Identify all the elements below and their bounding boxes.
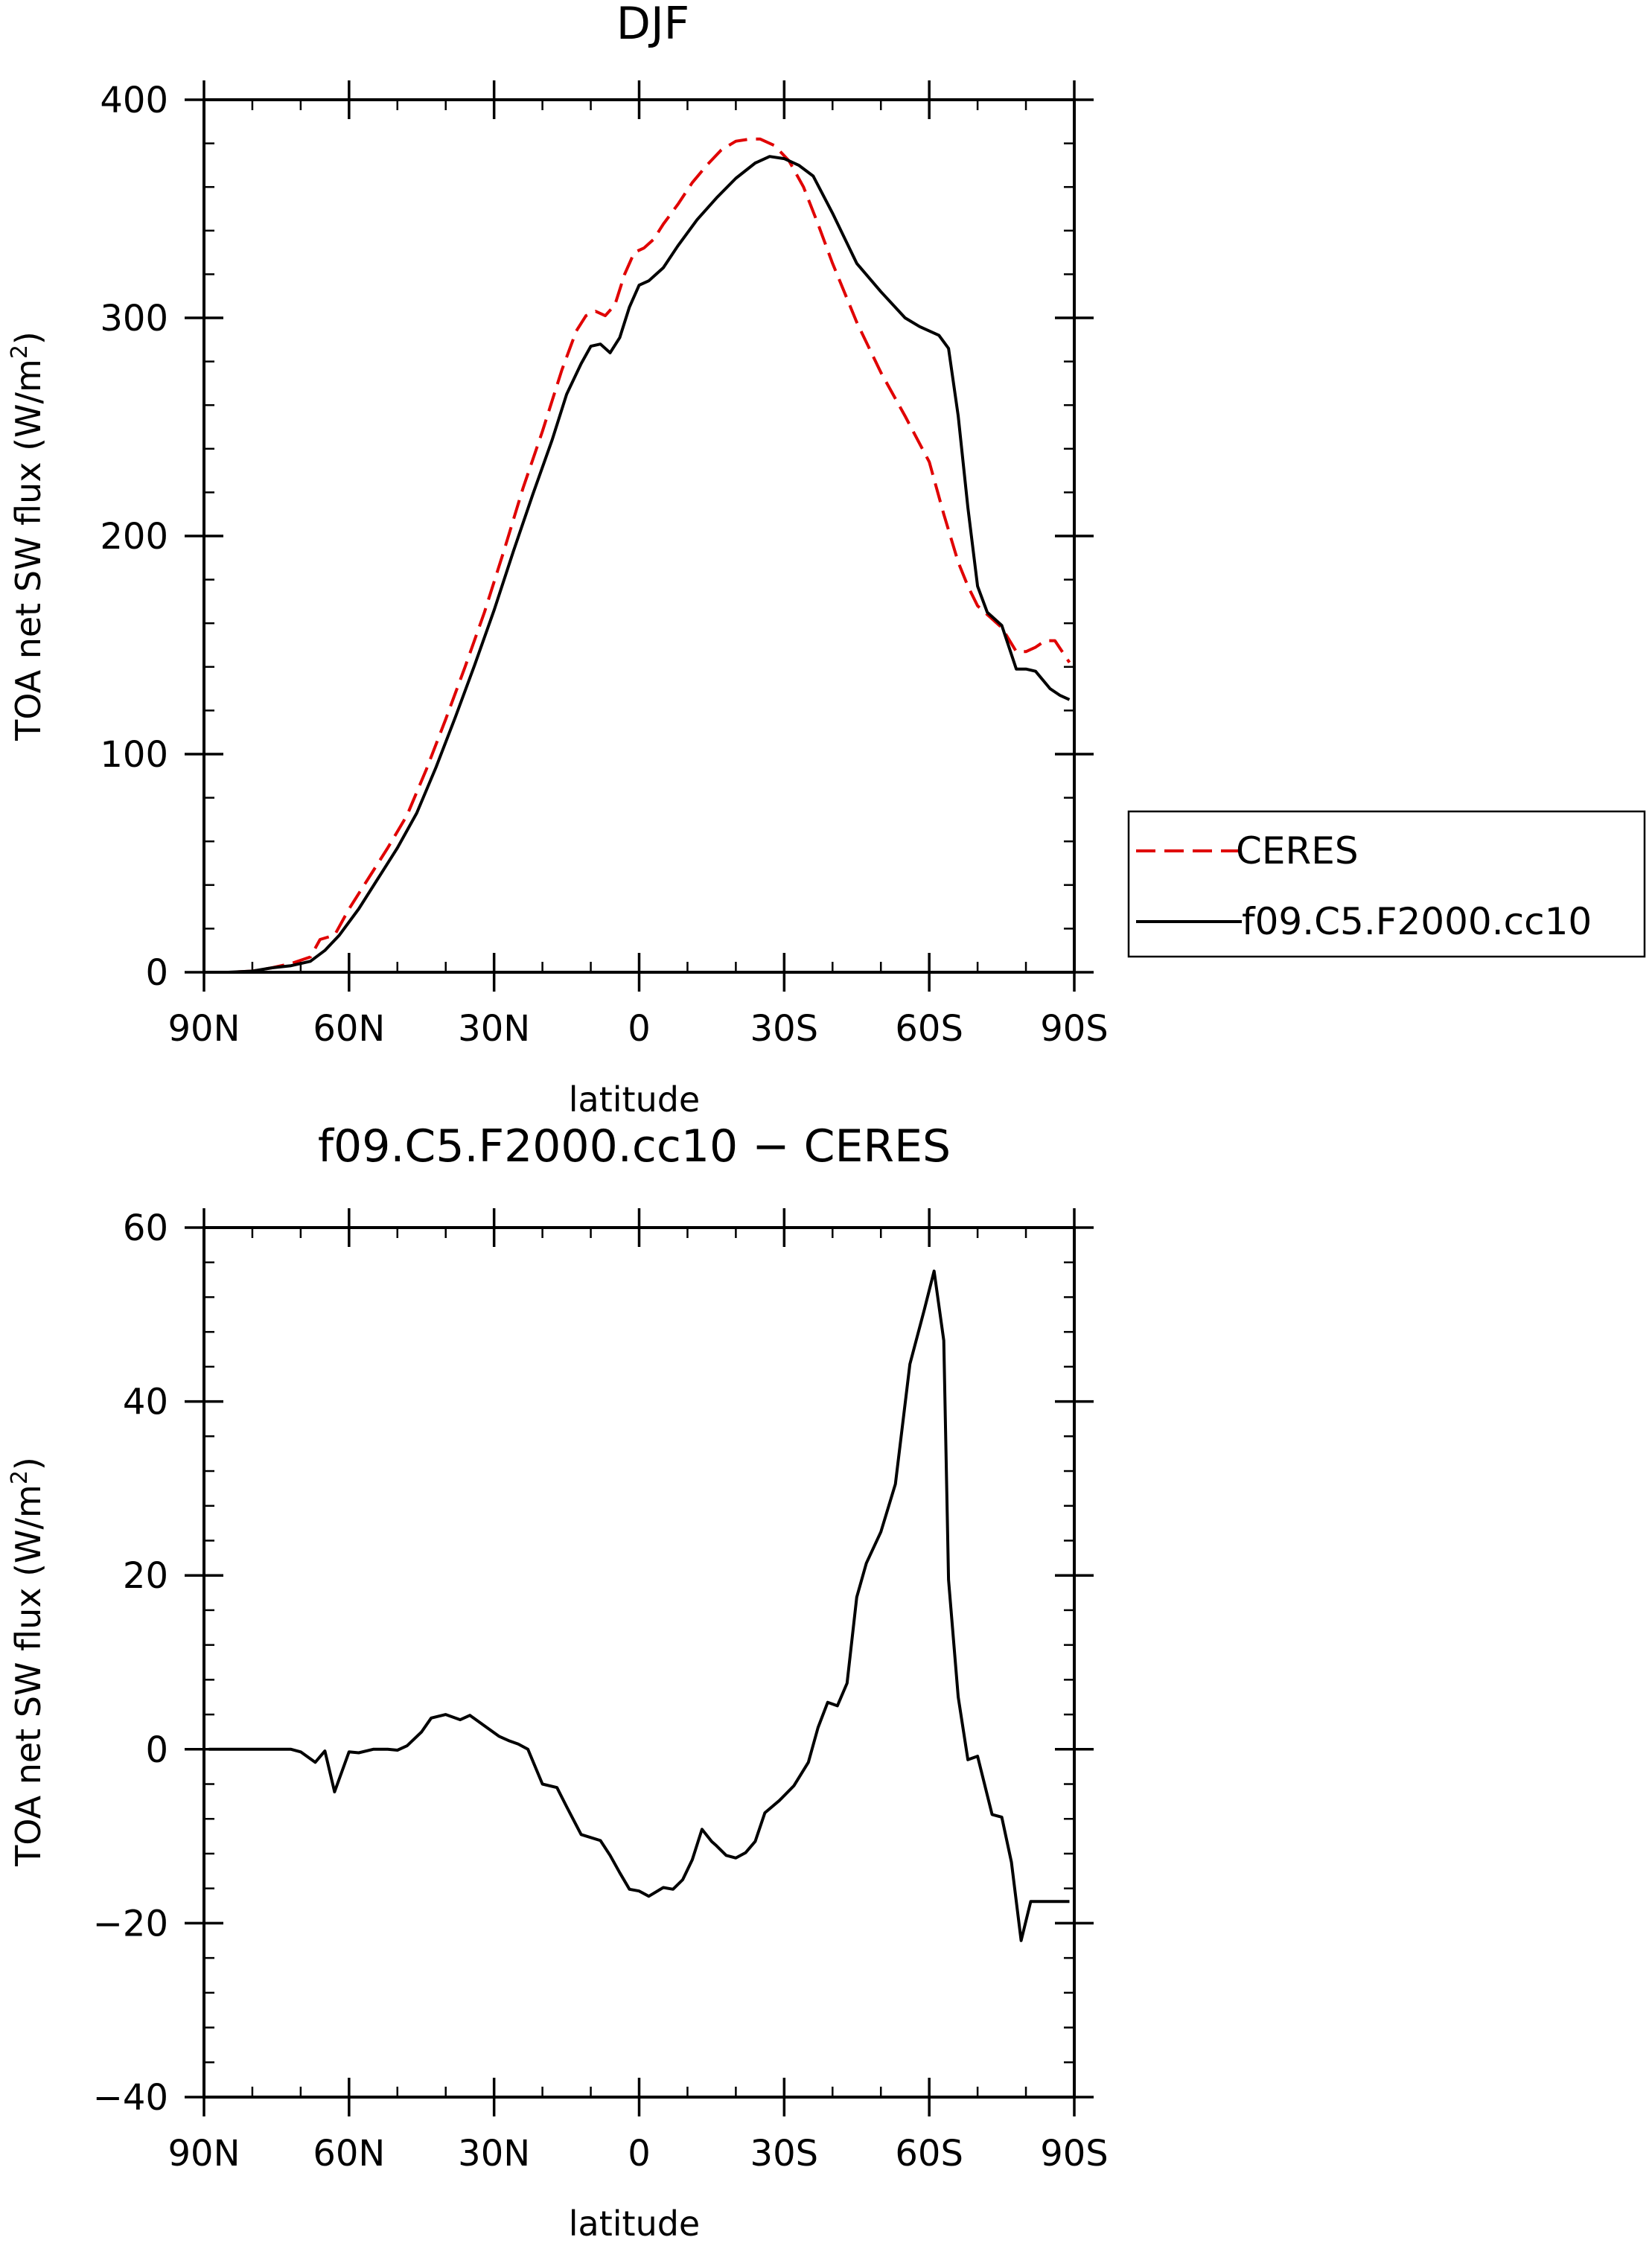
top-chart-y-axis-label-main: TOA net SW flux (W/m	[8, 359, 48, 741]
bottom-chart-x-tick-label: 30N	[458, 2133, 530, 2175]
top-chart-y-tick-label: 300	[100, 298, 168, 339]
bottom-chart-ticks: −40 −20 0 20 40 60 90N 60N 30N 0 30S 60S 90S	[93, 1207, 1109, 2175]
top-chart-x-tick-label: 90N	[168, 1008, 240, 1050]
bottom-chart-x-tick-label: 60N	[313, 2133, 385, 2175]
bottom-chart-y-tick-label: −20	[93, 1903, 168, 1944]
bottom-chart-panel: f09.C5.F2000.cc10 − CERES −40−2002040609…	[7, 1120, 1109, 2243]
top-chart-x-tick-label: 60N	[313, 1008, 385, 1050]
bottom-chart-x-tick-label: 90N	[168, 2133, 240, 2175]
top-chart-series	[208, 137, 1071, 974]
top-chart-x-tick-label: 60S	[895, 1008, 963, 1050]
bottom-chart-y-axis-label: TOA net SW flux (W/m2)	[7, 1457, 48, 1867]
top-chart-y-tick-label: 100	[100, 734, 168, 776]
bottom-chart-x-tick-label: 0	[628, 2133, 651, 2175]
legend-box	[1127, 810, 1646, 958]
top-chart-ceres-line	[208, 137, 1071, 974]
top-chart-frame	[202, 98, 1076, 974]
bottom-chart-title: f09.C5.F2000.cc10 − CERES	[318, 1120, 951, 1172]
top-chart-x-tick-label: 90S	[1040, 1008, 1109, 1050]
top-chart-x-tick-label: 30N	[458, 1008, 530, 1050]
top-chart-x-axis-label: latitude	[569, 1079, 700, 1120]
bottom-chart-minor-ticks	[204, 1228, 1074, 2097]
top-chart-legend: CERES f09.C5.F2000.cc10	[1127, 810, 1646, 958]
bottom-chart-y-tick-label: 20	[123, 1555, 168, 1597]
top-chart-x-tick-label: 0	[628, 1008, 651, 1050]
bottom-chart-y-tick-label: −40	[93, 2077, 168, 2119]
bottom-chart-x-axis-label: latitude	[569, 2204, 700, 2243]
top-chart-y-axis-label-end: )	[8, 331, 48, 345]
legend-label-model: f09.C5.F2000.cc10	[1242, 900, 1592, 943]
top-chart-x-tick-label: 30S	[750, 1008, 819, 1050]
legend-label-ceres: CERES	[1236, 829, 1359, 872]
top-chart-panel: DJF 0 100 200 300 400 90N 60N 30N 0 30S 60S 90S lat…	[7, 0, 1646, 1120]
top-chart-y-axis-label-sup: 2	[7, 345, 33, 359]
bottom-chart-frame	[202, 1226, 1076, 2099]
bottom-chart-y-tick-label: 40	[123, 1382, 168, 1423]
bottom-chart-y-tick-label: 0	[145, 1729, 168, 1771]
bottom-chart-x-tick-label: 90S	[1040, 2133, 1109, 2175]
bottom-chart-y-axis-label-main: TOA net SW flux (W/m	[8, 1484, 48, 1867]
top-chart-model-line	[208, 155, 1071, 974]
top-chart-y-tick-label: 0	[145, 952, 168, 994]
top-chart-y-axis-label: TOA net SW flux (W/m2)	[7, 331, 48, 741]
top-chart-y-tick-label: 400	[100, 80, 168, 121]
top-chart-title: DJF	[616, 0, 689, 50]
bottom-chart-x-tick-label: 30S	[750, 2133, 819, 2175]
bottom-chart-difference-line	[208, 1269, 1070, 1942]
bottom-chart-y-tick-label: 60	[123, 1207, 168, 1249]
bottom-chart-y-axis-label-sup: 2	[7, 1470, 33, 1484]
bottom-chart-series	[208, 1269, 1070, 1942]
bottom-chart-x-tick-label: 60S	[895, 2133, 963, 2175]
top-chart-ticks: 0 100 200 300 400 90N 60N 30N 0 30S 60S 90S	[100, 80, 1108, 1050]
top-chart-y-tick-label: 200	[100, 516, 168, 558]
bottom-chart-y-axis-label-end: )	[8, 1457, 48, 1470]
